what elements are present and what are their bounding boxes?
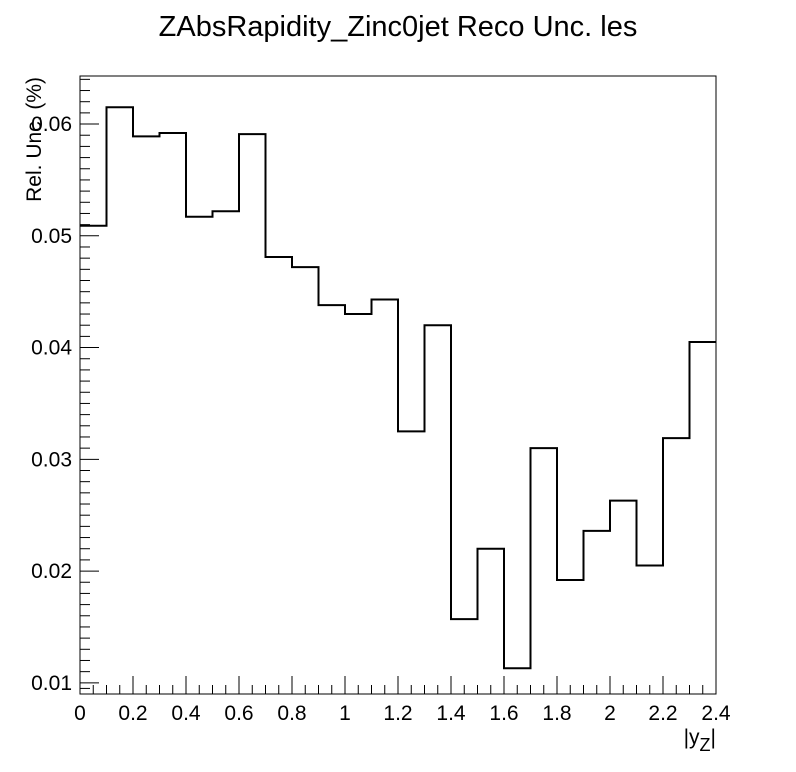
x-axis-ticks bbox=[79, 676, 717, 694]
x-tick-label: 0.8 bbox=[277, 702, 306, 725]
histogram-bins bbox=[80, 106, 716, 670]
x-axis-label-text: |yZ| bbox=[684, 726, 716, 755]
x-tick-label: 0 bbox=[74, 702, 86, 725]
y-tick-label: 0.03 bbox=[31, 448, 72, 471]
x-tick-label: 1.8 bbox=[542, 702, 571, 725]
y-tick-label: 0.05 bbox=[31, 225, 72, 248]
y-tick-label: 0.06 bbox=[31, 113, 72, 136]
y-axis-tick-labels: 0.01 0.02 0.03 0.04 0.05 0.06 bbox=[31, 113, 72, 695]
x-tick-label: 0.6 bbox=[224, 702, 253, 725]
x-tick-label: 1.2 bbox=[383, 702, 412, 725]
chart-title: ZAbsRapidity_Zinc0jet Reco Unc. les bbox=[159, 11, 638, 43]
x-tick-label: 1.6 bbox=[489, 702, 518, 725]
histogram-line bbox=[80, 106, 716, 670]
x-axis-tick-labels: 0 0.2 0.4 0.6 0.8 1 1.2 1.4 1.6 1.8 2 2.2 2.4 bbox=[74, 702, 731, 725]
y-tick-label: 0.04 bbox=[31, 337, 72, 360]
x-tick-label: 2.2 bbox=[648, 702, 677, 725]
x-tick-label: 2.4 bbox=[701, 702, 731, 725]
x-tick-label: 0.4 bbox=[171, 702, 201, 725]
y-axis-label: Rel. Unc. (%) bbox=[23, 77, 46, 202]
y-axis-ticks bbox=[80, 78, 99, 689]
y-tick-label: 0.01 bbox=[31, 672, 72, 695]
x-axis-label: |yZ| bbox=[684, 726, 716, 755]
x-tick-label: 0.2 bbox=[118, 702, 147, 725]
x-tick-label: 1.4 bbox=[436, 702, 466, 725]
x-tick-label: 2 bbox=[604, 702, 616, 725]
x-tick-label: 1 bbox=[339, 702, 351, 725]
y-tick-label: 0.02 bbox=[31, 560, 72, 583]
